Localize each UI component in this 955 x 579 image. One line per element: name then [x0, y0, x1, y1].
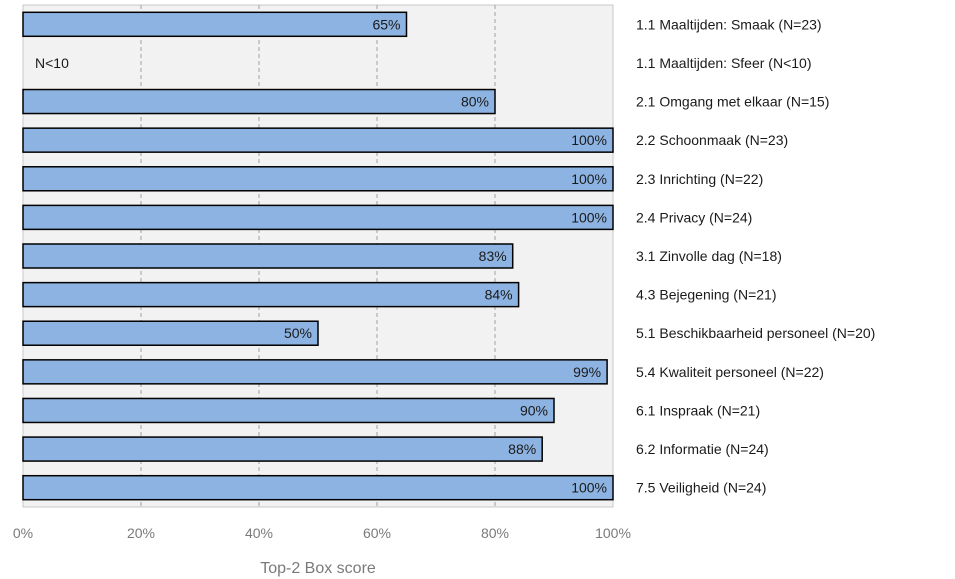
category-label: 7.5 Veiligheid (N=24): [636, 480, 766, 496]
bar: [22, 281, 520, 308]
bar: [22, 243, 514, 269]
x-tick-label: 80%: [481, 525, 509, 541]
category-label: 3.1 Zinvolle dag (N=18): [636, 248, 782, 264]
bar: [22, 474, 614, 501]
category-label: 2.1 Omgang met elkaar (N=15): [636, 94, 829, 110]
category-label: 5.1 Beschikbaarheid personeel (N=20): [636, 325, 875, 341]
category-label: 2.3 Inrichting (N=22): [636, 171, 763, 187]
category-label: 1.1 Maaltijden: Smaak (N=23): [636, 16, 822, 32]
x-tick-label: 60%: [363, 525, 391, 541]
bar: [22, 436, 543, 462]
bar: [22, 320, 319, 346]
bar-value-label: 84%: [485, 287, 513, 303]
bar-value-label: 83%: [479, 248, 507, 264]
bar: [22, 11, 408, 38]
bar: [22, 397, 555, 424]
category-label: 5.4 Kwaliteit personeel (N=22): [636, 364, 824, 380]
bar-value-label: N<10: [35, 55, 69, 71]
bar-value-label: 100%: [571, 171, 607, 187]
x-tick-label: 20%: [127, 525, 155, 541]
category-label: 2.4 Privacy (N=24): [636, 209, 752, 225]
category-label: 1.1 Maaltijden: Sfeer (N<10): [636, 55, 811, 71]
bar: [22, 359, 608, 385]
bar: [22, 127, 614, 153]
bar-value-label: 99%: [573, 364, 601, 380]
bar-value-label: 100%: [571, 209, 607, 225]
bar-value-label: 65%: [372, 16, 400, 32]
bar-value-label: 100%: [571, 132, 607, 148]
category-label: 6.2 Informatie (N=24): [636, 441, 769, 457]
category-labels: 1.1 Maaltijden: Smaak (N=23) 1.1 Maaltijd…: [636, 16, 875, 495]
x-tick-label: 0%: [13, 525, 33, 541]
x-axis-title: Top-2 Box score: [260, 560, 376, 577]
bar-value-label: 50%: [284, 325, 312, 341]
x-tick-label: 100%: [595, 525, 631, 541]
x-tick-label: 40%: [245, 525, 273, 541]
bars: 65% N<10 80% 100% 100% 100% 83% 84% 50% 99% 90% 88%…: [22, 11, 614, 501]
bar: [22, 88, 496, 115]
x-tick-labels: 0% 20% 40% 60% 80% 100%: [13, 525, 631, 541]
category-label: 6.1 Inspraak (N=21): [636, 402, 760, 418]
bar-value-label: 90%: [520, 402, 548, 418]
bar-value-label: 88%: [508, 441, 536, 457]
category-label: 2.2 Schoonmaak (N=23): [636, 132, 788, 148]
bar-value-label: 80%: [461, 94, 489, 110]
category-label: 4.3 Bejegening (N=21): [636, 287, 777, 303]
bar: [22, 204, 614, 231]
bar: [22, 166, 614, 192]
bar-value-label: 100%: [571, 480, 607, 496]
